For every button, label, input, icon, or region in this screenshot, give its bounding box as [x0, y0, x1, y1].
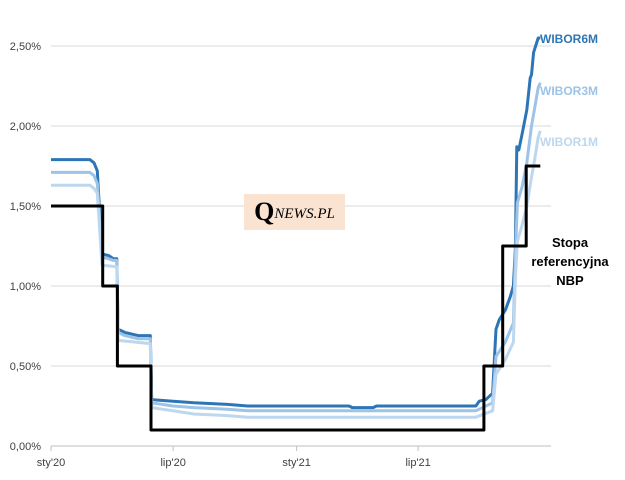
x-axis-ticks: sty'20 lip'20 sty'21 lip'21: [37, 446, 431, 469]
series-line-stopa-referencyjna-nbp: [51, 164, 541, 432]
y-tick-label: 2,00%: [10, 121, 41, 133]
y-tick-label: 1,50%: [10, 201, 41, 213]
series-line-wibor3m: [51, 82, 542, 413]
series-label: WIBOR1M: [540, 135, 598, 149]
series-label: WIBOR3M: [540, 84, 598, 98]
x-tick-label: lip'21: [405, 457, 430, 469]
series-label-nbp: Stopa: [552, 235, 589, 250]
y-tick-label: 1,00%: [10, 281, 41, 293]
series-labels: WIBOR6M WIBOR3M WIBOR1M Stopa referencyjna NB…: [531, 32, 609, 288]
series-label-nbp: NBP: [556, 273, 584, 288]
x-tick-label: sty'20: [37, 457, 65, 469]
series-lines: [51, 36, 542, 432]
series-line-wibor1m: [51, 130, 542, 419]
x-tick-label: sty'21: [282, 457, 310, 469]
x-tick-label: lip'20: [160, 457, 185, 469]
y-tick-label: 2,50%: [10, 41, 41, 53]
series-label: WIBOR6M: [540, 32, 598, 46]
logo-text: NEWS.PL: [274, 205, 335, 222]
y-tick-label: 0,50%: [10, 361, 41, 373]
qnews-logo: Q NEWS.PL: [244, 194, 345, 230]
logo-q: Q: [254, 197, 275, 226]
series-label-nbp: referencyjna: [531, 254, 609, 269]
series-line-wibor6m: [51, 36, 541, 410]
y-tick-label: 0,00%: [10, 441, 41, 453]
y-axis-ticks: 0,00% 0,50% 1,00% 1,50% 2,00% 2,50%: [10, 41, 41, 453]
